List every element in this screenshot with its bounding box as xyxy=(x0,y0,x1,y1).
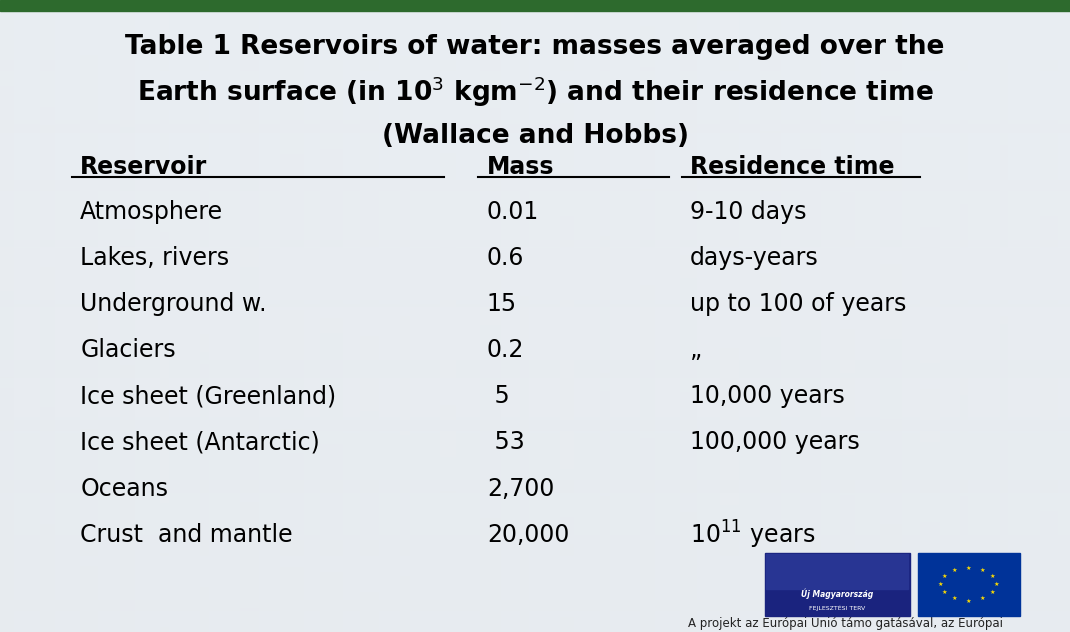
Text: Underground w.: Underground w. xyxy=(80,292,266,316)
Text: ★: ★ xyxy=(942,574,947,579)
Text: FEJLESZTÉSI TERV: FEJLESZTÉSI TERV xyxy=(809,605,865,611)
Text: Ice sheet (Greenland): Ice sheet (Greenland) xyxy=(80,384,336,408)
Text: ★: ★ xyxy=(942,590,947,595)
Text: ★: ★ xyxy=(990,590,995,595)
Text: 53: 53 xyxy=(487,430,524,454)
Text: 0.01: 0.01 xyxy=(487,200,539,224)
Text: ★: ★ xyxy=(979,568,985,573)
Text: Glaciers: Glaciers xyxy=(80,338,175,362)
Bar xyxy=(766,554,908,589)
Text: 15: 15 xyxy=(487,292,517,316)
Text: Earth surface (in 10$^3$ kgm$^{-2}$) and their residence time: Earth surface (in 10$^3$ kgm$^{-2}$) and… xyxy=(137,75,933,109)
Text: days-years: days-years xyxy=(690,246,819,270)
Bar xyxy=(0,0,1070,11)
Bar xyxy=(918,553,1020,616)
Text: Ice sheet (Antarctic): Ice sheet (Antarctic) xyxy=(80,430,320,454)
Text: ★: ★ xyxy=(965,599,972,604)
Text: 2,700: 2,700 xyxy=(487,477,554,501)
Text: Atmosphere: Atmosphere xyxy=(80,200,224,224)
Text: Új Magyarország: Új Magyarország xyxy=(800,589,873,599)
Text: ★: ★ xyxy=(937,582,944,587)
Text: 0.2: 0.2 xyxy=(487,338,524,362)
Text: ★: ★ xyxy=(951,568,958,573)
Text: Table 1 Reservoirs of water: masses averaged over the: Table 1 Reservoirs of water: masses aver… xyxy=(125,34,945,61)
Text: „: „ xyxy=(690,338,702,362)
Text: Oceans: Oceans xyxy=(80,477,168,501)
Text: Lakes, rivers: Lakes, rivers xyxy=(80,246,229,270)
Text: Residence time: Residence time xyxy=(690,155,895,179)
Text: 9-10 days: 9-10 days xyxy=(690,200,807,224)
Text: 100,000 years: 100,000 years xyxy=(690,430,860,454)
Text: Crust  and mantle: Crust and mantle xyxy=(80,523,293,547)
Text: A projekt az Európai Unió támo gatásával, az Európai: A projekt az Európai Unió támo gatásával… xyxy=(688,617,1003,629)
Text: Reservoir: Reservoir xyxy=(80,155,208,179)
Text: ★: ★ xyxy=(951,597,958,601)
Text: ★: ★ xyxy=(990,574,995,579)
Bar xyxy=(765,553,910,616)
Text: 10$^{11}$ years: 10$^{11}$ years xyxy=(690,519,815,550)
Text: 0.6: 0.6 xyxy=(487,246,524,270)
Text: Mass: Mass xyxy=(487,155,554,179)
Text: ★: ★ xyxy=(993,582,999,587)
Text: 5: 5 xyxy=(487,384,509,408)
Text: (Wallace and Hobbs): (Wallace and Hobbs) xyxy=(382,123,688,149)
Text: 20,000: 20,000 xyxy=(487,523,569,547)
Text: ★: ★ xyxy=(979,597,985,601)
Text: 10,000 years: 10,000 years xyxy=(690,384,845,408)
Text: up to 100 of years: up to 100 of years xyxy=(690,292,906,316)
Text: ★: ★ xyxy=(965,566,972,571)
